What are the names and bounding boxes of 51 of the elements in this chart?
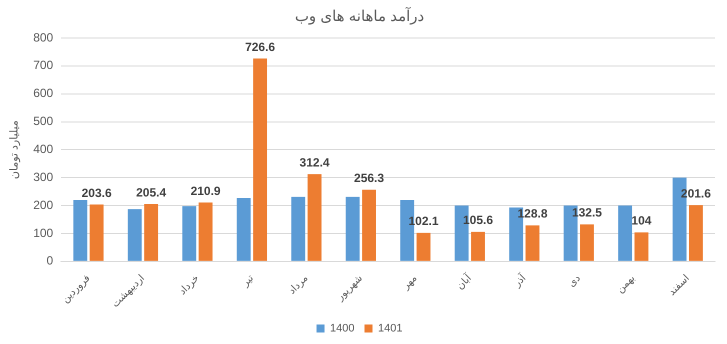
data-label: 312.4 <box>300 155 330 170</box>
y-tick-label: 800 <box>33 30 54 44</box>
bar <box>73 200 88 261</box>
bar <box>182 206 196 261</box>
x-tick-label: تیر <box>239 272 256 290</box>
bar <box>198 202 213 261</box>
x-tick-label: آذر <box>510 270 530 290</box>
y-tick-label: 300 <box>33 170 54 184</box>
y-tick-label: 0 <box>46 254 54 268</box>
bar <box>471 232 485 261</box>
data-label: 205.4 <box>136 185 166 200</box>
x-tick-label: اسفند <box>666 272 692 298</box>
x-tick-label: دی <box>566 272 583 290</box>
data-label: 104 <box>631 214 652 228</box>
bar <box>688 205 703 261</box>
y-axis-title: میلیارد تومان <box>8 120 21 180</box>
bar <box>634 232 648 261</box>
bar <box>291 196 306 261</box>
bar <box>618 206 632 261</box>
bar <box>362 190 376 261</box>
bar <box>128 209 142 261</box>
x-tick-label: فروردین <box>60 272 93 306</box>
x-tick-label: مهر <box>400 272 420 292</box>
legend-label: 1401 <box>378 322 402 335</box>
y-tick-label: 400 <box>33 142 54 156</box>
y-tick-label: 200 <box>33 198 54 212</box>
x-tick-label: خرداد <box>177 272 202 298</box>
bar <box>144 204 158 261</box>
y-tick-label: 500 <box>33 114 54 128</box>
bar <box>90 204 104 261</box>
bar <box>416 232 430 261</box>
data-label: 256.3 <box>354 171 384 186</box>
legend-label: 1400 <box>330 322 355 335</box>
x-tick-label: شهریور <box>334 272 365 304</box>
bar <box>526 225 540 261</box>
y-tick-label: 600 <box>33 86 54 100</box>
chart-title: درآمد ماهانه های وب <box>294 6 424 26</box>
bar <box>236 198 251 261</box>
data-label: 726.6 <box>245 40 276 54</box>
bar <box>580 224 594 261</box>
bar <box>308 174 322 261</box>
data-label: 210.9 <box>190 184 221 198</box>
bar <box>346 196 360 261</box>
x-tick-label: اردیبهشت <box>110 272 148 310</box>
x-tick-label: مرداد <box>286 272 310 297</box>
data-label: 203.6 <box>82 186 112 200</box>
y-tick-label: 700 <box>33 58 54 72</box>
bar <box>253 58 268 261</box>
x-tick-label: بهمن <box>614 272 638 296</box>
x-tick-label: آبان <box>453 270 475 292</box>
y-tick-label: 100 <box>33 226 54 240</box>
